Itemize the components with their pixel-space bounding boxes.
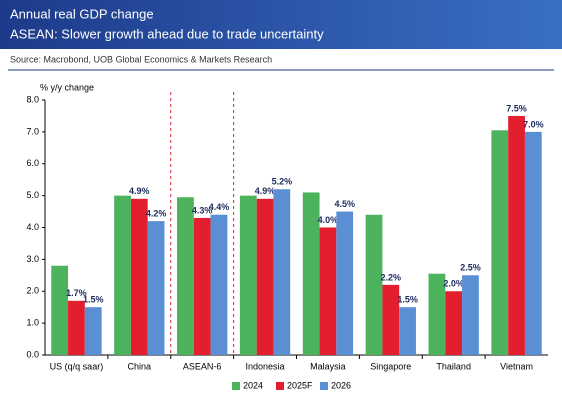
bar [239,195,257,355]
value-label: 4.9% [255,186,276,196]
value-label: 4.0% [318,215,339,225]
y-tick-label: 3.0 [26,254,39,264]
bar [428,273,446,355]
value-label: 4.4% [209,202,230,212]
bar [445,291,463,355]
y-tick-label: 0.0 [26,349,39,359]
bar [508,115,525,355]
value-label: 1.5% [83,295,104,305]
bar [68,300,85,355]
y-tick-label: 8.0 [26,94,39,104]
x-tick-label: Singapore [370,361,411,371]
x-tick-label: Malaysia [310,361,346,371]
y-tick-label: 1.0 [26,318,39,328]
bar [273,189,291,355]
x-tick-label: US (q/q saar) [50,361,104,371]
chart-subtitle: ASEAN: Slower growth ahead due to trade … [10,26,324,41]
bar [462,275,479,355]
chart-title: Annual real GDP change [10,6,154,21]
bar [336,211,354,355]
x-tick-label: ASEAN-6 [183,361,222,371]
bar [147,221,165,355]
legend-swatch [320,382,328,390]
legend-label: 2024 [243,380,263,390]
value-label: 5.2% [272,177,293,187]
value-label: 2.0% [443,279,464,289]
legend-label: 2025F [287,380,313,390]
value-label: 4.9% [129,186,150,196]
value-label: 4.5% [334,199,355,209]
bar [130,198,148,355]
value-label: 7.5% [506,103,527,113]
value-label: 7.0% [523,119,544,129]
bar [193,217,211,355]
legend-swatch [232,382,240,390]
bar [114,195,131,355]
value-label: 4.2% [146,209,167,219]
x-tick-label: Vietnam [500,361,533,371]
x-tick-label: China [128,361,152,371]
y-tick-label: 4.0 [26,222,39,232]
bar [491,130,509,355]
bar [256,198,274,355]
source: Source: Macrobond, UOB Global Economics … [10,54,272,64]
bar [210,214,228,355]
value-label: 1.7% [66,288,87,298]
header-band [0,0,562,49]
legend-swatch [276,382,284,390]
value-label: 2.2% [381,272,402,282]
y-tick-label: 6.0 [26,158,39,168]
bar [365,214,383,355]
x-tick-label: Thailand [436,361,471,371]
value-label: 2.5% [460,263,481,273]
y-tick-label: 2.0 [26,286,39,296]
bar [524,131,542,355]
value-label: 1.5% [397,295,418,305]
y-axis-label: % y/y change [40,82,94,92]
bar [51,265,69,355]
x-tick-label: Indonesia [246,361,285,371]
bar [382,284,400,355]
legend-label: 2026 [331,380,351,390]
bar [399,307,416,355]
value-label: 4.3% [192,205,213,215]
y-tick-label: 7.0 [26,126,39,136]
bar [319,227,337,355]
bar [177,197,194,355]
bar [84,307,102,355]
bar [302,192,320,355]
y-tick-label: 5.0 [26,190,39,200]
